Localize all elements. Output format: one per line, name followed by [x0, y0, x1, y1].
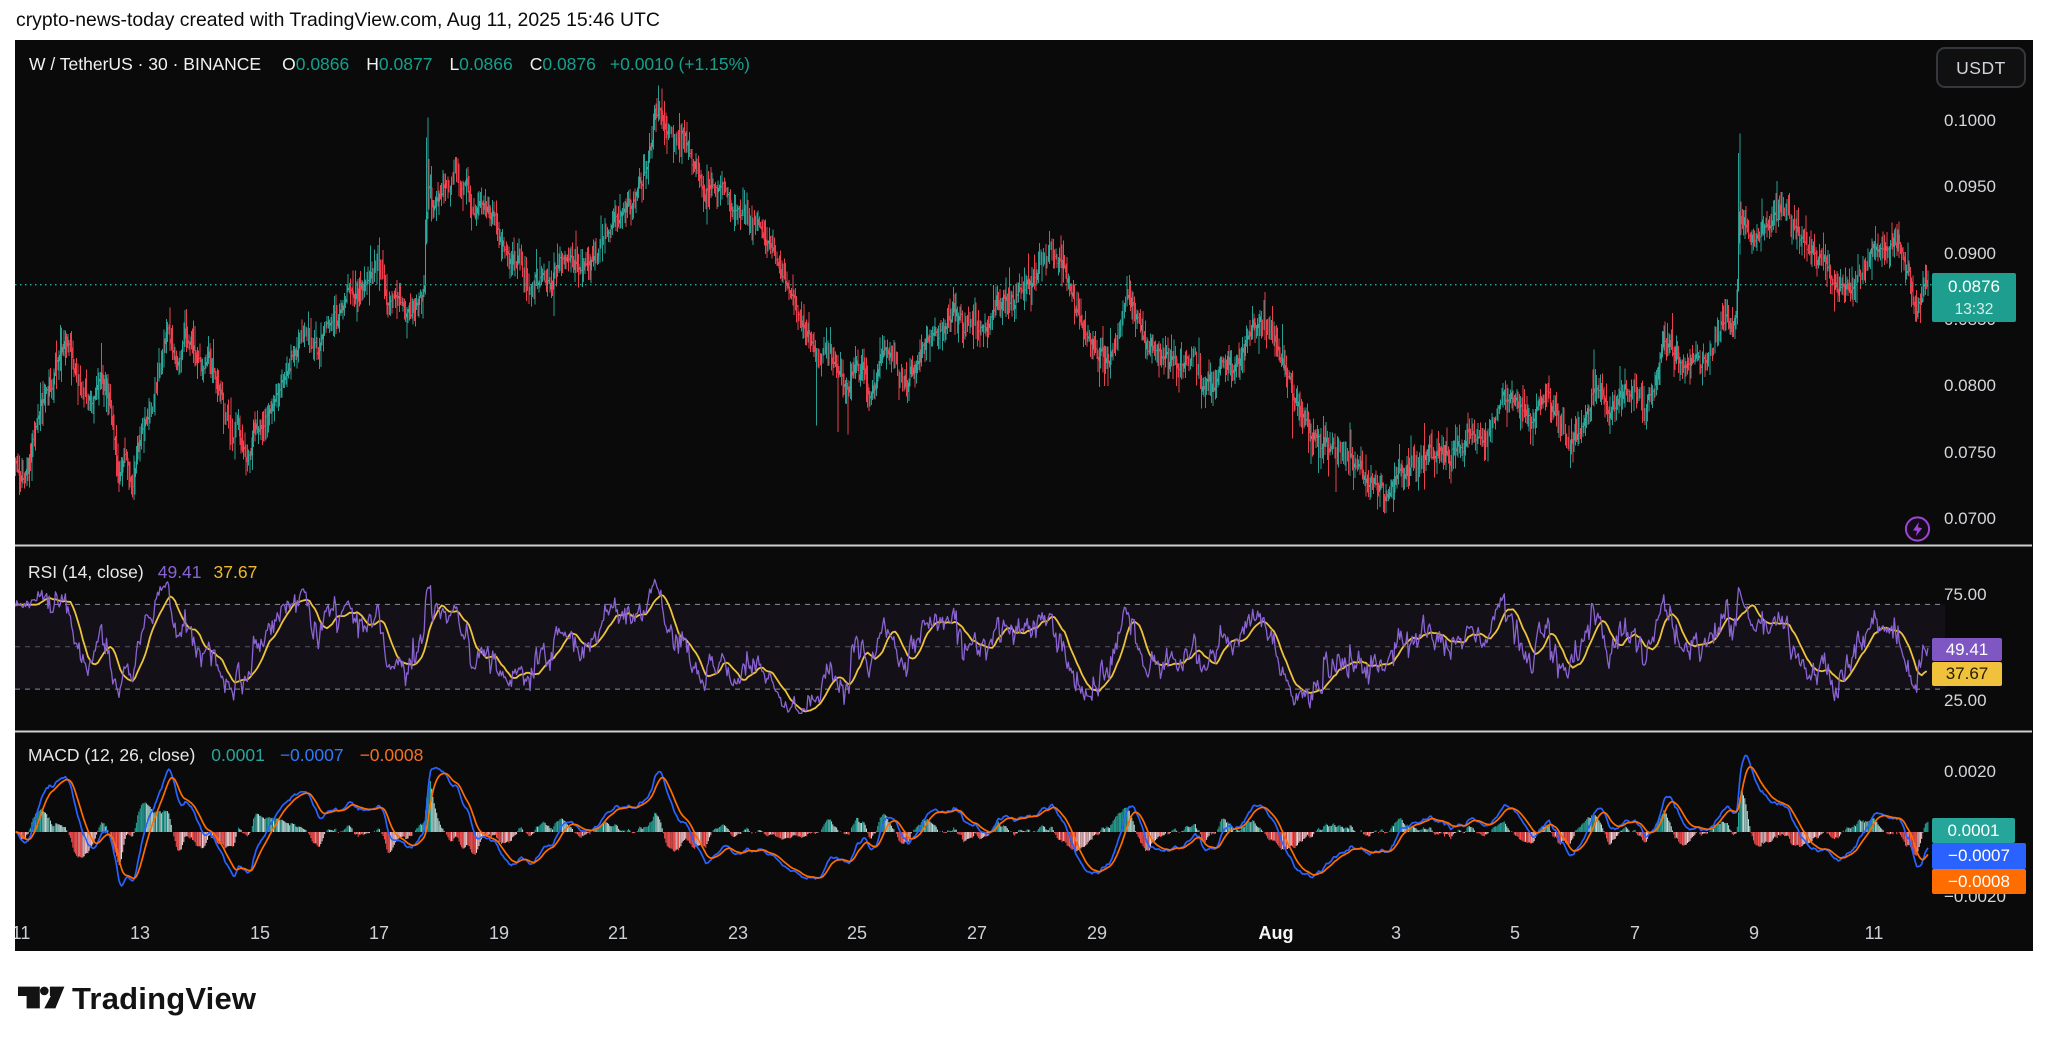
svg-text:TradingView: TradingView [72, 984, 257, 1016]
